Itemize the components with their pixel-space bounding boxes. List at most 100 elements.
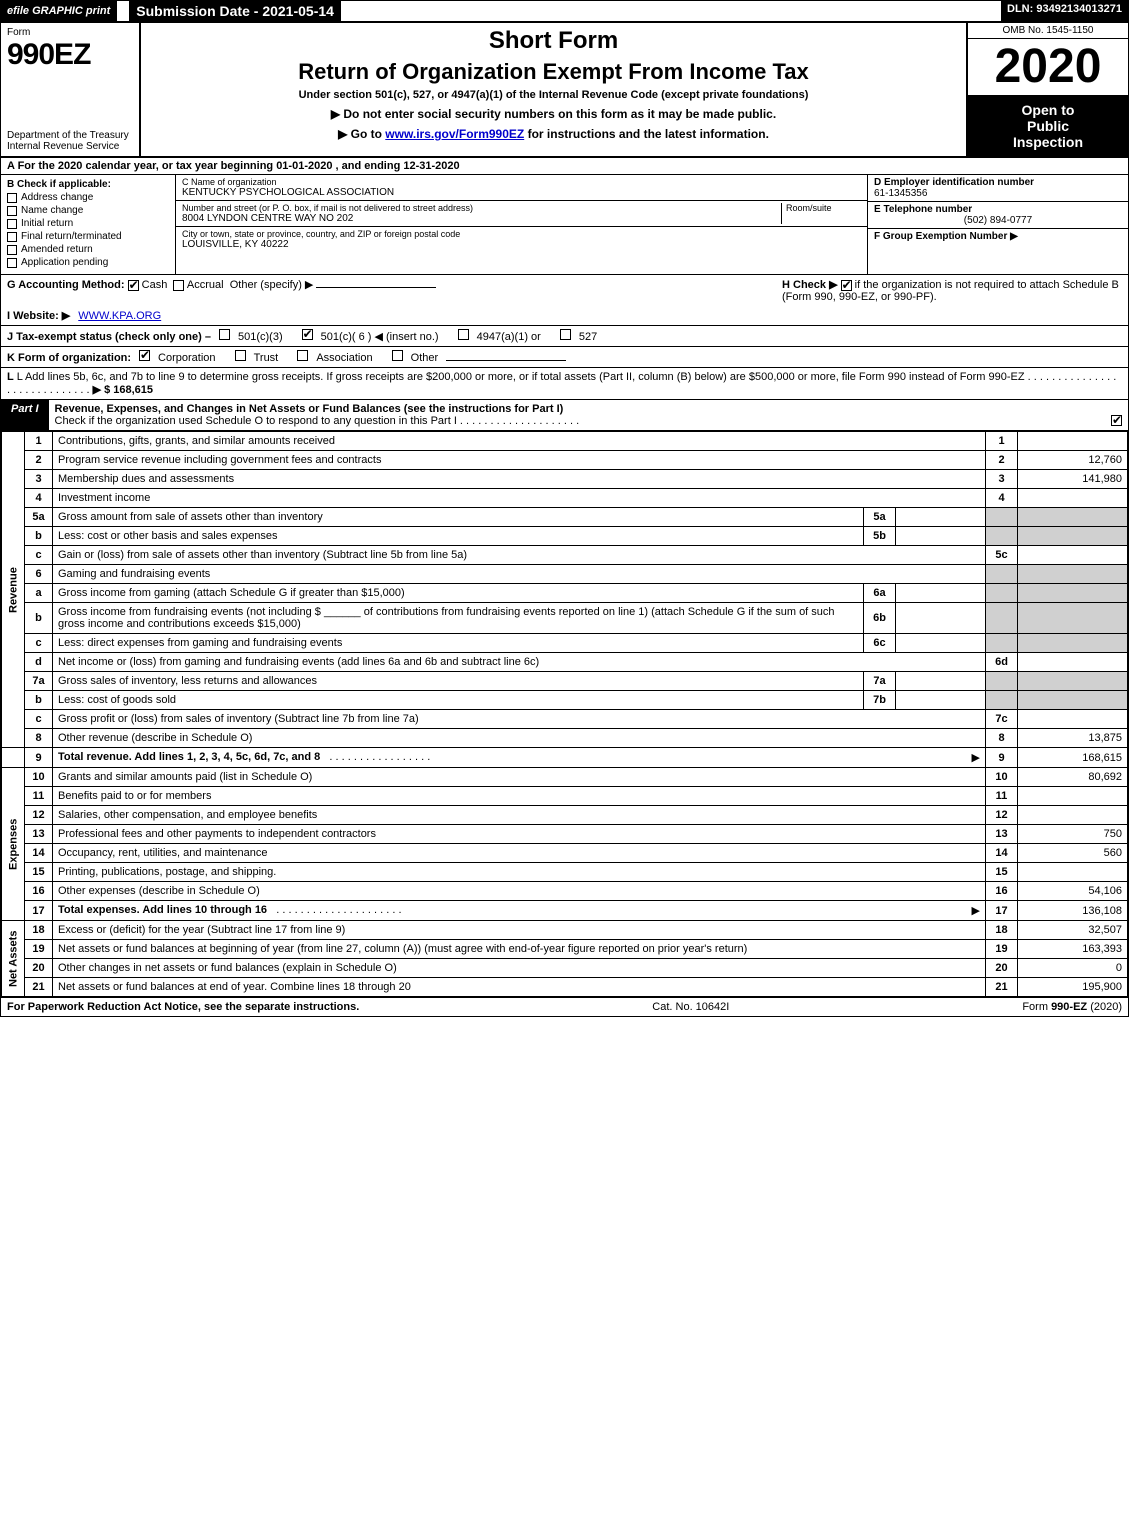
sub-box: 5b: [864, 527, 896, 546]
g-other: Other (specify) ▶: [230, 279, 314, 291]
line-desc: Gain or (loss) from sale of assets other…: [53, 546, 986, 565]
sub-amt: [896, 584, 986, 603]
d-label: D Employer identification number: [874, 177, 1034, 188]
chk-label: Final return/terminated: [21, 231, 122, 242]
efile-badge: efile GRAPHIC print: [1, 1, 117, 21]
line-desc: Contributions, gifts, grants, and simila…: [53, 432, 986, 451]
room-label: Room/suite: [786, 203, 861, 213]
line-amt: [1018, 653, 1128, 672]
part-badge: Part I: [1, 400, 49, 430]
row-a-text: A For the 2020 calendar year, or tax yea…: [7, 160, 460, 172]
line-14: 14Occupancy, rent, utilities, and mainte…: [2, 844, 1128, 863]
shade-cell: [1018, 527, 1128, 546]
line-amt: [1018, 787, 1128, 806]
open1: Open to: [1022, 102, 1075, 118]
l-body: L Add lines 5b, 6c, and 7b to line 9 to …: [17, 371, 1025, 383]
line-desc: Net assets or fund balances at beginning…: [53, 940, 986, 959]
dln: DLN: 93492134013271: [1001, 1, 1128, 21]
sub-box: 5a: [864, 508, 896, 527]
chk-address[interactable]: Address change: [7, 192, 169, 203]
g-accr: Accrual: [187, 279, 224, 291]
k-other-input[interactable]: [446, 360, 566, 361]
g-label: G Accounting Method:: [7, 279, 125, 291]
chk-initial[interactable]: Initial return: [7, 218, 169, 229]
b-label: B Check if applicable:: [7, 179, 111, 190]
chk-trust[interactable]: [235, 350, 246, 361]
line-box: 11: [986, 787, 1018, 806]
line-box: 16: [986, 882, 1018, 901]
line-box: 15: [986, 863, 1018, 882]
checkbox-icon[interactable]: [7, 193, 17, 203]
k-o3: Association: [316, 352, 372, 364]
chk-527[interactable]: [560, 329, 571, 340]
line-amt: 13,875: [1018, 729, 1128, 748]
irs-link[interactable]: www.irs.gov/Form990EZ: [385, 127, 524, 141]
line-desc: Total expenses. Add lines 10 through 16 …: [53, 901, 986, 921]
line-6: 6 Gaming and fundraising events: [2, 565, 1128, 584]
line-desc: Benefits paid to or for members: [53, 787, 986, 806]
checkbox-icon[interactable]: [7, 219, 17, 229]
chk-assoc[interactable]: [297, 350, 308, 361]
checkbox-icon[interactable]: [7, 206, 17, 216]
part1-header: Part I Revenue, Expenses, and Changes in…: [1, 400, 1128, 431]
identity-block: B Check if applicable: Address change Na…: [1, 175, 1128, 275]
chk-4947[interactable]: [458, 329, 469, 340]
line-7a: 7a Gross sales of inventory, less return…: [2, 672, 1128, 691]
line-desc: Program service revenue including govern…: [53, 451, 986, 470]
street-value: 8004 LYNDON CENTRE WAY NO 202: [182, 213, 781, 224]
line-num: 13: [25, 825, 53, 844]
header-right: OMB No. 1545-1150 2020 Open to Public In…: [968, 23, 1128, 156]
line-desc: Less: cost or other basis and sales expe…: [53, 527, 864, 546]
checkbox-icon[interactable]: [7, 245, 17, 255]
chk-amended[interactable]: Amended return: [7, 244, 169, 255]
line-desc: Gross sales of inventory, less returns a…: [53, 672, 864, 691]
j-o1: 501(c)(3): [238, 331, 283, 343]
chk-501c[interactable]: [302, 329, 313, 340]
checkbox-h[interactable]: [841, 280, 852, 291]
row-a: A For the 2020 calendar year, or tax yea…: [1, 158, 1128, 175]
g-other-input[interactable]: [316, 287, 436, 288]
department-label: Department of the Treasury Internal Reve…: [7, 130, 133, 152]
line-box: 1: [986, 432, 1018, 451]
chk-name[interactable]: Name change: [7, 205, 169, 216]
form-number: 990EZ: [7, 38, 133, 72]
line-desc: Printing, publications, postage, and shi…: [53, 863, 986, 882]
checkbox-icon[interactable]: [7, 258, 17, 268]
chk-corp[interactable]: [139, 350, 150, 361]
shade-cell: [986, 584, 1018, 603]
checkbox-cash[interactable]: [128, 280, 139, 291]
line-amt: [1018, 546, 1128, 565]
chk-final[interactable]: Final return/terminated: [7, 231, 169, 242]
shade-cell: [986, 672, 1018, 691]
website-link[interactable]: WWW.KPA.ORG: [78, 310, 161, 322]
k-o4: Other: [411, 352, 439, 364]
sub-amt: [896, 672, 986, 691]
shade-cell: [1018, 672, 1128, 691]
line-desc: Less: cost of goods sold: [53, 691, 864, 710]
section-h: H Check ▶ if the organization is not req…: [782, 278, 1122, 303]
shade-cell: [1018, 508, 1128, 527]
open-public-badge: Open to Public Inspection: [968, 96, 1128, 156]
checkbox-icon[interactable]: [7, 232, 17, 242]
chk-other[interactable]: [392, 350, 403, 361]
netassets-label: Net Assets: [2, 921, 25, 997]
irs-text: Internal Revenue Service: [7, 141, 119, 152]
checkbox-accrual[interactable]: [173, 280, 184, 291]
line-box: 17: [986, 901, 1018, 921]
open2: Public: [1027, 118, 1069, 134]
arrow-icon: ▶: [972, 904, 980, 917]
line-11: 11Benefits paid to or for members11: [2, 787, 1128, 806]
chk-501c3[interactable]: [219, 329, 230, 340]
topbar: efile GRAPHIC print Submission Date - 20…: [1, 1, 1128, 23]
line-5a: 5a Gross amount from sale of assets othe…: [2, 508, 1128, 527]
line-4: 4 Investment income 4: [2, 489, 1128, 508]
line-3: 3 Membership dues and assessments 3 141,…: [2, 470, 1128, 489]
chk-schedule-o[interactable]: [1111, 415, 1122, 426]
line-amt: 0: [1018, 959, 1128, 978]
line-box: 8: [986, 729, 1018, 748]
chk-pending[interactable]: Application pending: [7, 257, 169, 268]
arrow-icon: ▶: [972, 751, 980, 764]
line-amt: [1018, 710, 1128, 729]
k-o2: Trust: [254, 352, 279, 364]
line-desc: Other expenses (describe in Schedule O): [53, 882, 986, 901]
